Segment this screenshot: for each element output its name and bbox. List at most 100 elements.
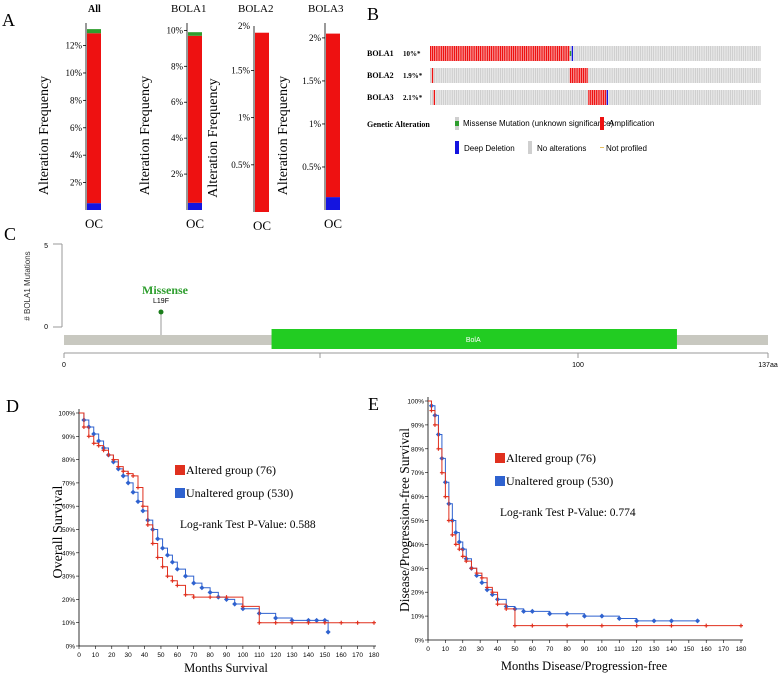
km-censor-altered [339, 620, 344, 625]
oncoprint-cell [626, 90, 629, 105]
oncoprint-cell [672, 68, 675, 83]
oncoprint-cell [744, 90, 746, 105]
bar-chart-tick-label-0-2: 6% [70, 123, 83, 133]
oncoprint-cell [643, 46, 645, 61]
km-censor-unaltered [322, 617, 328, 623]
oncoprint-cell [510, 68, 513, 83]
oncoprint-cell [453, 90, 456, 105]
oncoprint-cell [477, 68, 480, 83]
oncoprint-cell [623, 46, 625, 61]
oncoprint-cell [518, 68, 520, 83]
oncoprint-cell [527, 46, 529, 61]
oncoprint-cell [568, 46, 570, 61]
oncoprint-cell [687, 90, 689, 105]
mutation-type-label: Missense [142, 283, 189, 297]
oncoprint-cell [512, 90, 515, 105]
oncoprint-cell [481, 90, 483, 105]
oncoprint-cell [544, 90, 546, 105]
oncoprint-cell [717, 90, 719, 105]
legend-label-amplification: Amplification [609, 119, 654, 128]
oncoprint-cell [639, 90, 642, 105]
oncoprint-cell [531, 46, 533, 61]
km-censor-altered [175, 583, 180, 588]
oncoprint-cell [579, 46, 581, 61]
km-x-tick-label-10: 100 [596, 646, 607, 653]
oncoprint-cell [615, 68, 618, 83]
oncoprint-cell [717, 46, 719, 61]
km-censor-altered [240, 604, 245, 609]
oncoprint-cell [660, 46, 662, 61]
oncoprint-cell [753, 68, 756, 83]
oncoprint-cell [510, 90, 513, 105]
km-censor-altered [208, 595, 213, 600]
oncoprint-cell [468, 90, 470, 105]
km-censor-altered [91, 441, 96, 446]
panel-d-overall-survival: 0 10 20 30 40 50 60 70 80 90 100 110 120 130 140 150 160… [51, 409, 380, 675]
panel-label-b: B [367, 4, 379, 24]
oncoprint-cell [720, 68, 723, 83]
oncoprint-cell [669, 46, 671, 61]
km-y-tick-label-4: 40% [411, 542, 424, 549]
oncoprint-cell [599, 46, 601, 61]
km-x-tick-label-14: 140 [303, 652, 314, 659]
oncoprint-cell [661, 90, 664, 105]
oncoprint-cell [630, 90, 632, 105]
oncoprint-cell [685, 46, 688, 61]
km-legend-label-1: Unaltered group (530) [186, 486, 293, 500]
oncoprint-cell [614, 68, 616, 83]
oncoprint-cell [463, 68, 465, 83]
km-censor-altered [322, 620, 327, 625]
oncoprint-cell [652, 46, 654, 61]
oncoprint-cell [457, 90, 459, 105]
oncoprint-cell [433, 90, 436, 105]
oncoprint-cell [520, 90, 522, 105]
km-x-tick-label-15: 150 [683, 646, 694, 653]
oncoprint-cell [663, 68, 666, 83]
oncoprint-cell [752, 68, 754, 83]
km-x-tick-label-17: 170 [718, 646, 729, 653]
bar-chart-tick-label-2-2: 1.5% [231, 65, 250, 75]
oncoprint-cell [494, 68, 496, 83]
oncoprint-cell [693, 46, 695, 61]
oncoprint-cell [737, 68, 739, 83]
oncoprint-cell [645, 90, 647, 105]
bar-segment-0-1 [87, 33, 101, 204]
km-x-tick-label-7: 70 [546, 646, 554, 653]
oncoprint-cell [746, 46, 748, 61]
km-censor-unaltered [125, 480, 131, 486]
oncoprint-cell [643, 68, 645, 83]
km-censor-unaltered [140, 508, 146, 514]
oncoprint-cell [733, 68, 735, 83]
oncoprint-cell [547, 90, 550, 105]
oncoprint-cell [737, 90, 739, 105]
oncoprint-cell [474, 90, 476, 105]
oncoprint-cell [729, 90, 732, 105]
oncoprint-cell [639, 68, 642, 83]
oncoprint-cell [597, 90, 599, 105]
oncoprint-cell [706, 90, 708, 105]
oncoprint-cell [470, 90, 472, 105]
oncoprint-cell [643, 90, 645, 105]
oncoprint-cell [693, 90, 695, 105]
km-censor-unaltered [135, 498, 141, 505]
oncoprint-cell [610, 90, 612, 105]
km-x-tick-label-15: 150 [319, 652, 330, 659]
oncoprint-cell [556, 90, 559, 105]
oncoprint-cell [503, 46, 505, 61]
oncoprint-gene-0: BOLA1 [367, 49, 394, 58]
km-y-label: Overall Survival [51, 485, 66, 578]
km-legend-swatch-1 [495, 476, 505, 486]
oncoprint-cell [533, 68, 535, 83]
oncoprint-cell [499, 46, 502, 61]
panel-label-d: D [6, 396, 19, 416]
km-y-tick-label-5: 50% [411, 518, 424, 525]
oncoprint-cell [477, 46, 480, 61]
oncoprint-cell [632, 68, 634, 83]
km-censor-altered [429, 408, 434, 413]
oncoprint-cell [711, 90, 713, 105]
bar-chart-tick-label-1-2: 6% [171, 97, 184, 107]
oncoprint-cell [459, 68, 461, 83]
oncoprint-cell [689, 90, 691, 105]
km-y-tick-label-0: 0% [66, 644, 76, 651]
oncoprint-cell [503, 90, 505, 105]
